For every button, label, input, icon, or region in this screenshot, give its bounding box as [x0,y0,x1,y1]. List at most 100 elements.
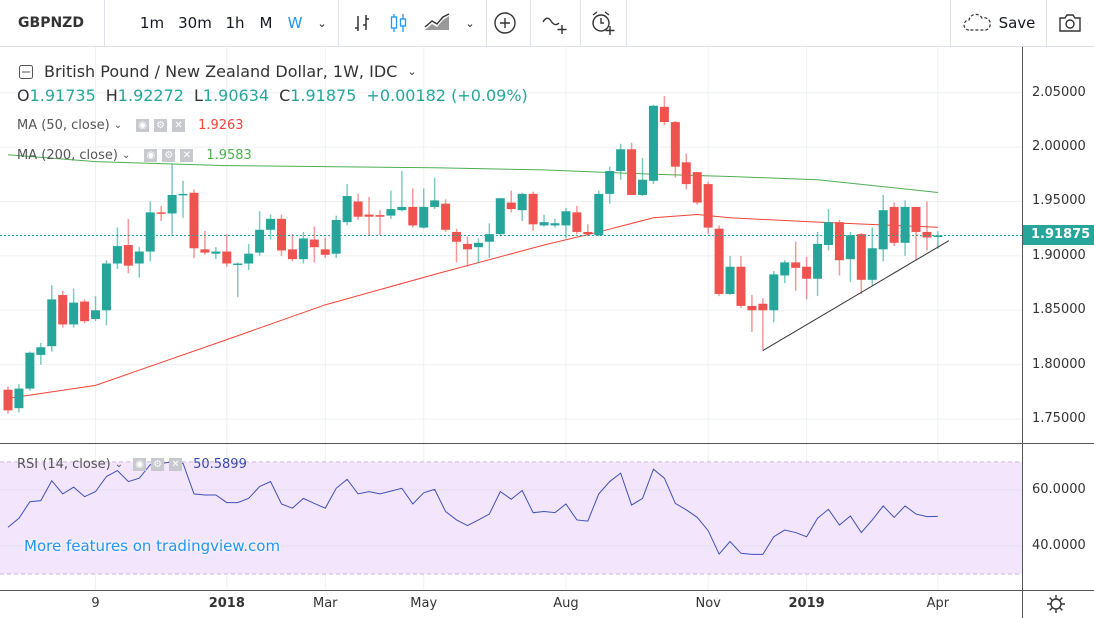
collapse-icon[interactable] [18,64,34,80]
divider [580,0,581,46]
eye-icon[interactable]: ◉ [133,458,147,471]
alert-icon[interactable] [588,0,618,46]
chevron-down-icon[interactable]: ⌄ [114,459,124,470]
rsi-label: RSI (14, close) [17,457,111,472]
interval-W[interactable]: W [287,14,303,32]
candle-down [834,222,844,261]
candle-up [233,263,243,265]
candles-icon[interactable] [386,0,410,46]
candle-down [80,301,90,322]
candle-up [933,235,943,238]
gear-icon[interactable]: ⚙ [162,149,176,162]
eye-icon[interactable]: ◉ [136,119,150,132]
candle-down [375,215,385,217]
price-tick-label: 1.85000 [1032,302,1086,318]
candle-down [3,389,13,411]
candle-down [58,295,68,325]
open-label: O [17,86,30,105]
close-icon[interactable]: ✕ [169,458,183,471]
rsi-legend: RSI (14, close) ⌄ ◉ ⚙ ✕ 50.5899 [17,457,247,472]
rsi-band [0,461,1022,575]
candle-up [780,262,790,276]
candle-up [14,388,24,409]
interval-M[interactable]: M [259,14,273,32]
time-tick-label: May [410,596,438,611]
close-icon[interactable]: ✕ [172,119,186,132]
candle-down [703,184,713,228]
compare-plus-icon[interactable] [492,0,518,46]
low-value: 1.90634 [202,86,270,105]
chevron-down-icon[interactable]: ⌄ [407,65,417,78]
candle-up [813,243,823,279]
candle-up [91,310,101,319]
chart-type-dropdown-chevron-icon[interactable]: ⌄ [465,16,475,30]
candle-up [167,194,177,214]
ma200-legend: MA (200, close) ⌄ ◉ ⚙ ✕ 1.9583 [17,148,252,163]
candle-up [178,193,188,196]
candle-down [627,149,637,195]
chart-canvas[interactable] [0,47,1094,618]
candle-up [725,266,735,294]
divider [486,0,487,46]
chevron-down-icon[interactable]: ⌄ [113,120,123,131]
interval-1m[interactable]: 1m [139,14,165,32]
divider [626,0,627,46]
high-label: H [105,86,118,105]
candle-down [364,214,374,217]
eye-icon[interactable]: ◉ [144,149,158,162]
gear-icon[interactable]: ⚙ [154,119,168,132]
time-tick-label: 9 [91,596,100,611]
rsi-value: 50.5899 [193,457,247,472]
candle-up [134,251,144,264]
candle-down [802,266,812,279]
candle-up [255,229,265,253]
open-value: 1.91735 [29,86,96,105]
candle-down [462,243,472,250]
candle-up [69,302,79,325]
rsi-tick-label: 60.0000 [1032,481,1086,497]
indicators-icon[interactable] [538,0,572,46]
price-tick-label: 1.80000 [1032,356,1086,372]
candle-up [397,206,407,211]
divider [338,0,339,46]
ma200-label: MA (200, close) [17,148,118,163]
candle-up [419,206,429,228]
bars-icon[interactable] [350,0,374,46]
candle-down [714,228,724,294]
interval-30m[interactable]: 30m [178,14,212,32]
interval-dropdown-chevron-icon[interactable]: ⌄ [317,16,327,30]
candle-down [659,106,669,123]
candle-down [189,192,199,249]
candle-up [616,149,626,172]
area-icon[interactable] [422,0,452,46]
time-tick-label: 2019 [788,596,825,611]
gear-icon[interactable]: ⚙ [151,458,165,471]
price-tick-label: 1.75000 [1032,411,1086,427]
candle-up [211,251,221,254]
promo-link[interactable]: More features on tradingview.com [24,537,281,555]
candle-up [430,200,440,207]
close-icon[interactable]: ✕ [180,149,194,162]
candle-up [900,206,910,243]
candle-down [287,249,297,260]
candle-down [408,206,418,226]
candle-down [670,122,680,167]
candle-down [277,218,286,251]
candle-down [452,231,462,242]
divider [1046,0,1047,46]
candle-down [922,231,932,238]
candle-down [572,212,582,232]
candle-down [353,201,363,217]
camera-icon[interactable] [1054,0,1086,46]
save-button[interactable]: Save [958,0,1038,46]
candle-up [298,238,308,260]
price-tick-label: 1.90000 [1032,247,1086,263]
chevron-down-icon[interactable]: ⌄ [121,150,131,161]
candle-down [320,249,330,255]
candle-up [878,210,888,250]
settings-icon[interactable] [1046,594,1066,614]
candle-down [506,202,516,210]
symbol-search-button[interactable]: GBPNZD [18,15,84,31]
interval-1h[interactable]: 1h [225,14,245,32]
candle-up [331,219,341,254]
